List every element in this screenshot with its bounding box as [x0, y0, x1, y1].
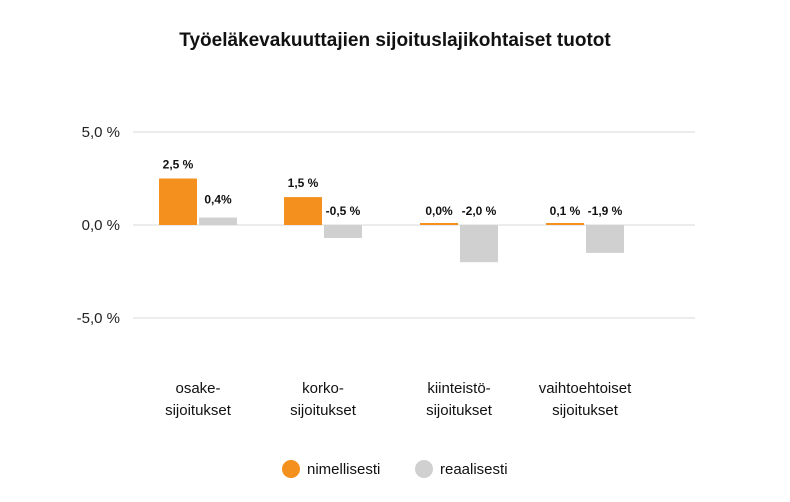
bar-reaalisesti: [460, 225, 498, 263]
legend-marker-nimellisesti: [282, 460, 300, 478]
legend: nimellisesti reaalisesti: [282, 460, 508, 478]
data-label: 0,1 %: [550, 204, 581, 218]
category-label: sijoitukset: [290, 402, 357, 419]
bar-reaalisesti: [199, 217, 237, 225]
data-label: -2,0 %: [462, 204, 497, 218]
legend-marker-reaalisesti: [415, 460, 433, 478]
y-tick-label: 5,0 %: [82, 124, 120, 141]
category-label: osake-: [175, 380, 220, 397]
bar-nimellisesti: [159, 178, 197, 225]
category-label: kiinteistö-: [427, 380, 490, 397]
data-label: -0,5 %: [326, 204, 361, 218]
data-label: -1,9 %: [588, 204, 623, 218]
legend-label: nimellisesti: [307, 461, 380, 478]
bar-nimellisesti: [546, 223, 584, 225]
bar-reaalisesti: [586, 225, 624, 253]
category-label: sijoitukset: [165, 402, 232, 419]
y-tick-label: 0,0 %: [82, 217, 120, 234]
bar-nimellisesti: [284, 197, 322, 225]
data-labels: 2,5 % 0,4% 1,5 % -0,5 % 0,0% -2,0 % 0,1 % -1,9 …: [163, 158, 623, 219]
category-label: vaihtoehtoiset: [539, 380, 632, 397]
category-label: sijoitukset: [426, 402, 493, 419]
category-label: sijoitukset: [552, 402, 619, 419]
bars: [159, 178, 624, 263]
legend-label: reaalisesti: [440, 461, 508, 478]
data-label: 0,0%: [425, 204, 453, 218]
chart-title: Työeläkevakuuttajien sijoituslajikohtais…: [179, 30, 611, 51]
category-labels: osake-sijoitukset korko-sijoitukset kiinte…: [165, 380, 632, 419]
bar-reaalisesti: [324, 225, 362, 239]
data-label: 0,4%: [204, 193, 232, 207]
bar-nimellisesti: [420, 223, 458, 225]
y-tick-label: -5,0 %: [77, 310, 120, 327]
category-label: korko-: [302, 380, 344, 397]
data-label: 2,5 %: [163, 158, 194, 172]
gridlines: 5,0 % 0,0 % -5,0 %: [77, 124, 695, 327]
data-label: 1,5 %: [288, 176, 319, 190]
